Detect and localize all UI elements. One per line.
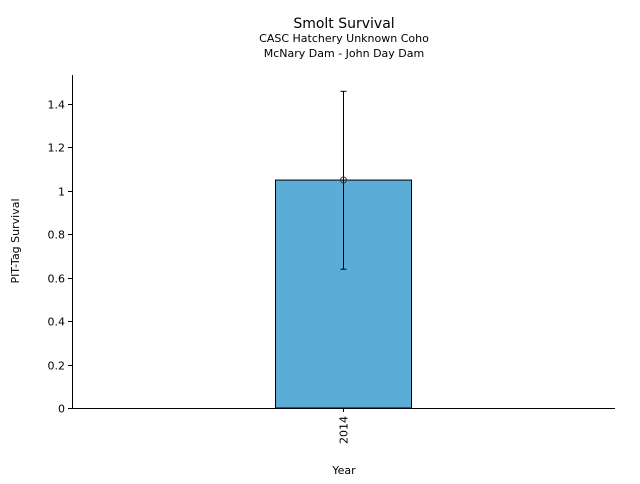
y-axis-label: PIT-Tag Survival <box>9 198 22 283</box>
x-axis-label: Year <box>331 464 356 477</box>
y-tick-label: 0.2 <box>48 360 66 373</box>
y-tick-label: 1.2 <box>48 142 66 155</box>
chart-subtitle-2: McNary Dam - John Day Dam <box>264 47 424 60</box>
y-tick-label: 0.6 <box>48 273 66 286</box>
y-tick-label: 0.8 <box>48 229 66 242</box>
y-tick-label: 1 <box>58 186 65 199</box>
x-tick-label: 2014 <box>338 416 351 444</box>
chart-subtitle-1: CASC Hatchery Unknown Coho <box>259 32 429 45</box>
y-tick-label: 0.4 <box>48 316 66 329</box>
y-tick-label: 1.4 <box>48 99 66 112</box>
point-marker <box>340 176 347 184</box>
chart-title: Smolt Survival <box>293 16 394 32</box>
y-tick-label: 0 <box>58 403 65 416</box>
